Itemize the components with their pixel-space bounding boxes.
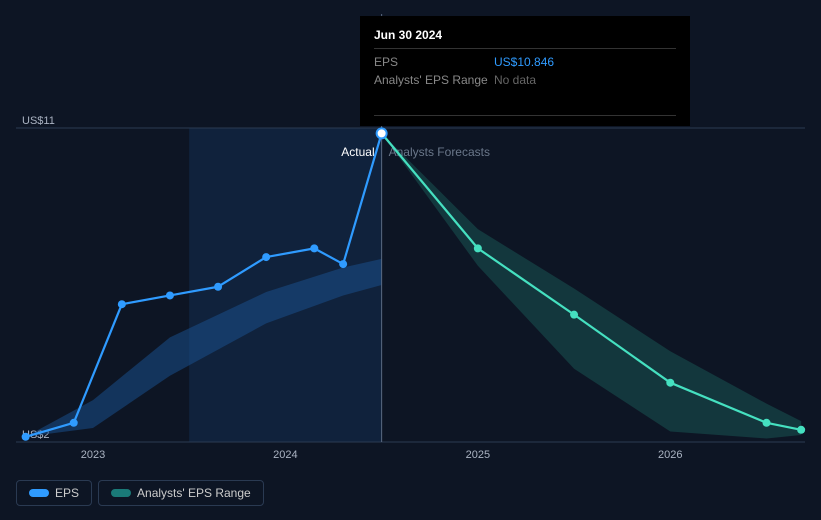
- tooltip-row-eps: EPS US$10.846: [374, 53, 676, 71]
- svg-text:2023: 2023: [81, 449, 105, 461]
- chart-legend: EPS Analysts' EPS Range: [16, 480, 264, 506]
- legend-swatch-eps: [29, 489, 47, 497]
- svg-text:Analysts Forecasts: Analysts Forecasts: [389, 145, 490, 159]
- tooltip-value-range: No data: [494, 71, 536, 89]
- svg-text:2024: 2024: [273, 449, 297, 461]
- legend-label-eps: EPS: [55, 486, 79, 500]
- tooltip-title: Jun 30 2024: [374, 26, 676, 49]
- svg-text:Actual: Actual: [341, 145, 374, 159]
- tooltip-value-eps: US$10.846: [494, 53, 554, 71]
- tooltip-row-range: Analysts' EPS Range No data: [374, 71, 676, 89]
- chart-tooltip: Jun 30 2024 EPS US$10.846 Analysts' EPS …: [360, 16, 690, 126]
- eps-chart: US$2US$112023202420252026ActualAnalysts …: [0, 0, 821, 520]
- legend-swatch-range: [111, 489, 129, 497]
- tooltip-label-eps: EPS: [374, 53, 494, 71]
- svg-text:2026: 2026: [658, 449, 682, 461]
- legend-label-range: Analysts' EPS Range: [137, 486, 251, 500]
- tooltip-label-range: Analysts' EPS Range: [374, 71, 494, 89]
- svg-text:US$11: US$11: [22, 115, 55, 127]
- svg-text:2025: 2025: [466, 449, 490, 461]
- legend-item-eps[interactable]: EPS: [16, 480, 92, 506]
- legend-item-range[interactable]: Analysts' EPS Range: [98, 480, 264, 506]
